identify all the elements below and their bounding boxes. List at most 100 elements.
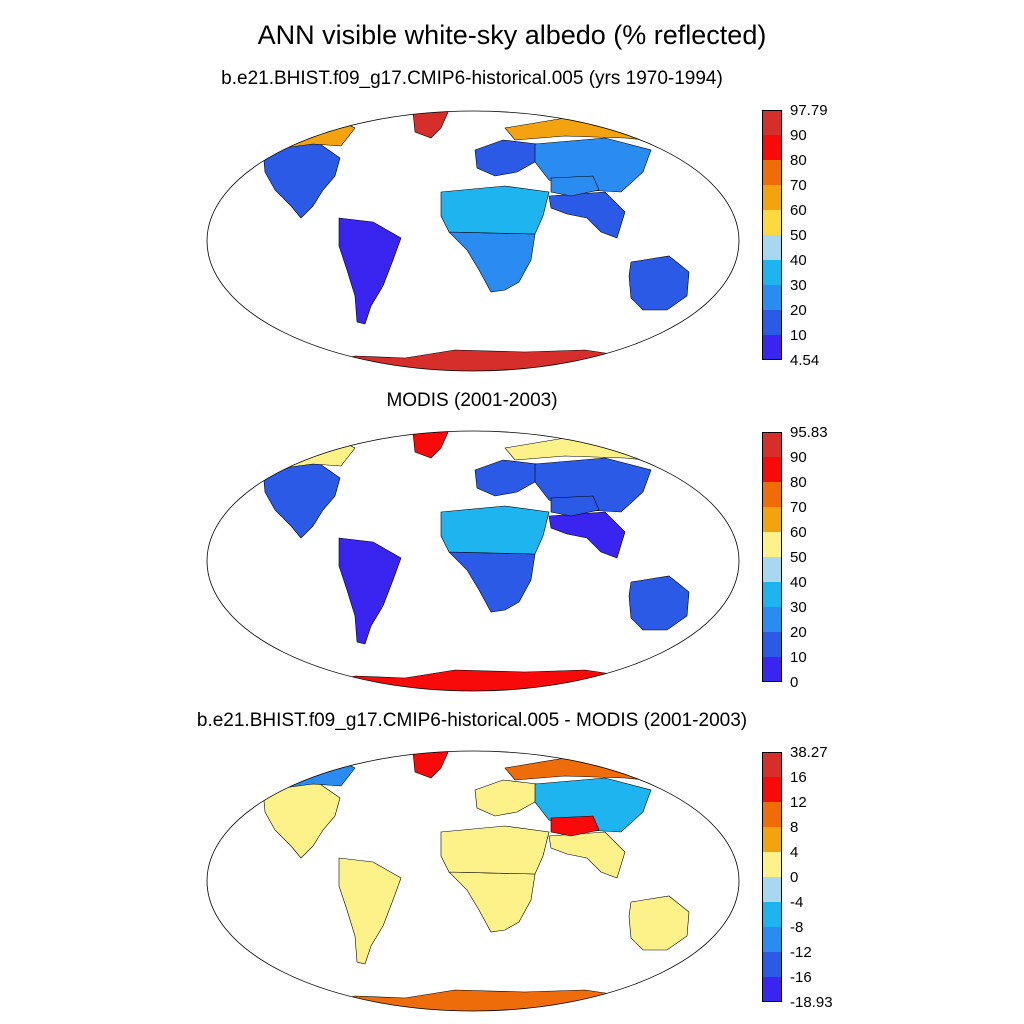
colorbar-box bbox=[762, 657, 782, 682]
colorbar-label: 10 bbox=[790, 327, 807, 344]
region-europe bbox=[474, 139, 538, 177]
region-arctic-eurasia bbox=[504, 437, 666, 463]
region-tibet bbox=[550, 495, 600, 517]
region-africa bbox=[448, 551, 536, 613]
colorbar-label: 16 bbox=[790, 769, 807, 786]
region-antarctica bbox=[304, 349, 656, 371]
region-sahara bbox=[440, 825, 550, 875]
colorbar-label: 0 bbox=[790, 674, 799, 691]
panel-title-model: b.e21.BHIST.f09_g17.CMIP6-historical.005… bbox=[221, 68, 723, 89]
region-tibet bbox=[550, 175, 600, 197]
colorbar-label: 20 bbox=[790, 302, 807, 319]
colorbar-box bbox=[762, 532, 782, 557]
colorbar-box bbox=[762, 802, 782, 827]
colorbar-label: 38.27 bbox=[790, 744, 828, 761]
colorbar-box bbox=[762, 777, 782, 802]
region-canada-arctic bbox=[264, 437, 356, 469]
panel-title-obs: MODIS (2001-2003) bbox=[386, 390, 558, 411]
colorbar-box bbox=[762, 852, 782, 877]
colorbar-box bbox=[762, 902, 782, 927]
region-australia bbox=[628, 575, 690, 631]
map-border bbox=[206, 750, 740, 1012]
colorbar-label: 80 bbox=[790, 152, 807, 169]
colorbar-label: 50 bbox=[790, 549, 807, 566]
colorbar-box bbox=[762, 235, 782, 260]
region-asia bbox=[548, 831, 626, 879]
region-tibet bbox=[550, 815, 600, 837]
region-greenland bbox=[412, 751, 450, 779]
region-europe bbox=[474, 459, 538, 497]
region-australia bbox=[628, 255, 690, 311]
colorbar-box bbox=[762, 952, 782, 977]
colorbar-box bbox=[762, 507, 782, 532]
colorbar-box bbox=[762, 977, 782, 1002]
colorbar-box bbox=[762, 310, 782, 335]
colorbar-label: 90 bbox=[790, 127, 807, 144]
colorbar-label: 8 bbox=[790, 819, 799, 836]
colorbar-label: 0 bbox=[790, 869, 799, 886]
colorbar-box bbox=[762, 285, 782, 310]
colorbar-box bbox=[762, 210, 782, 235]
colorbar-box bbox=[762, 752, 782, 777]
region-canada-arctic bbox=[264, 757, 356, 789]
region-greenland bbox=[412, 111, 450, 139]
region-south-america bbox=[338, 857, 402, 965]
colorbar-label: 80 bbox=[790, 474, 807, 491]
colorbar-label: -8 bbox=[790, 919, 804, 936]
colorbar-label: 60 bbox=[790, 202, 807, 219]
colorbar-box bbox=[762, 432, 782, 457]
colorbar-label: 50 bbox=[790, 227, 807, 244]
colorbar-box bbox=[762, 827, 782, 852]
colorbar-label: 12 bbox=[790, 794, 807, 811]
region-sahara bbox=[440, 505, 550, 555]
region-north-america bbox=[262, 781, 341, 859]
colorbar-box bbox=[762, 582, 782, 607]
map-border bbox=[206, 110, 740, 372]
colorbar-box bbox=[762, 160, 782, 185]
region-australia bbox=[628, 895, 690, 951]
region-asia bbox=[548, 191, 626, 239]
colorbar-box bbox=[762, 632, 782, 657]
colorbar-label: 40 bbox=[790, 252, 807, 269]
colorbar-box bbox=[762, 260, 782, 285]
colorbar-box bbox=[762, 135, 782, 160]
region-africa bbox=[448, 231, 536, 293]
region-sahara bbox=[440, 185, 550, 235]
region-north-america bbox=[262, 141, 341, 219]
colorbar-label: 4.54 bbox=[790, 352, 820, 369]
region-south-america bbox=[338, 217, 402, 325]
page-title: ANN visible white-sky albedo (% reflecte… bbox=[257, 20, 767, 50]
colorbar-label: -12 bbox=[790, 944, 812, 961]
colorbar-box bbox=[762, 457, 782, 482]
region-antarctica bbox=[304, 669, 656, 691]
colorbar-box bbox=[762, 185, 782, 210]
panel-title-diff: b.e21.BHIST.f09_g17.CMIP6-historical.005… bbox=[196, 710, 748, 731]
colorbar-box bbox=[762, 335, 782, 360]
colorbar-label: -4 bbox=[790, 894, 804, 911]
region-antarctica bbox=[304, 989, 656, 1011]
colorbar-label: 30 bbox=[790, 277, 807, 294]
colorbar-label: 30 bbox=[790, 599, 807, 616]
colorbar-label: 10 bbox=[790, 649, 807, 666]
colorbar-label: 70 bbox=[790, 177, 807, 194]
region-asia bbox=[548, 511, 626, 559]
colorbar-box bbox=[762, 607, 782, 632]
region-canada-arctic bbox=[264, 117, 356, 149]
colorbar-label: 90 bbox=[790, 449, 807, 466]
region-north-america bbox=[262, 461, 341, 539]
colorbar-label: 97.79 bbox=[790, 102, 828, 119]
colorbar-diff: 38.27 16 12 8 4 0 -4 -8 -12 -16 -18.93 bbox=[762, 744, 842, 1012]
colorbar-model: 97.79 90 80 70 60 50 40 30 20 10 4.54 bbox=[762, 102, 842, 370]
region-arctic-eurasia bbox=[504, 117, 666, 143]
colorbar-label: 70 bbox=[790, 499, 807, 516]
map-obs bbox=[206, 430, 740, 692]
colorbar-label: 40 bbox=[790, 574, 807, 591]
colorbar-box bbox=[762, 110, 782, 135]
colorbar-label: 95.83 bbox=[790, 424, 828, 441]
colorbar-label: -18.93 bbox=[790, 994, 833, 1011]
colorbar-obs: 95.83 90 80 70 60 50 40 30 20 10 0 bbox=[762, 424, 842, 692]
colorbar-label: 20 bbox=[790, 624, 807, 641]
region-south-america bbox=[338, 537, 402, 645]
colorbar-box bbox=[762, 482, 782, 507]
colorbar-box bbox=[762, 557, 782, 582]
